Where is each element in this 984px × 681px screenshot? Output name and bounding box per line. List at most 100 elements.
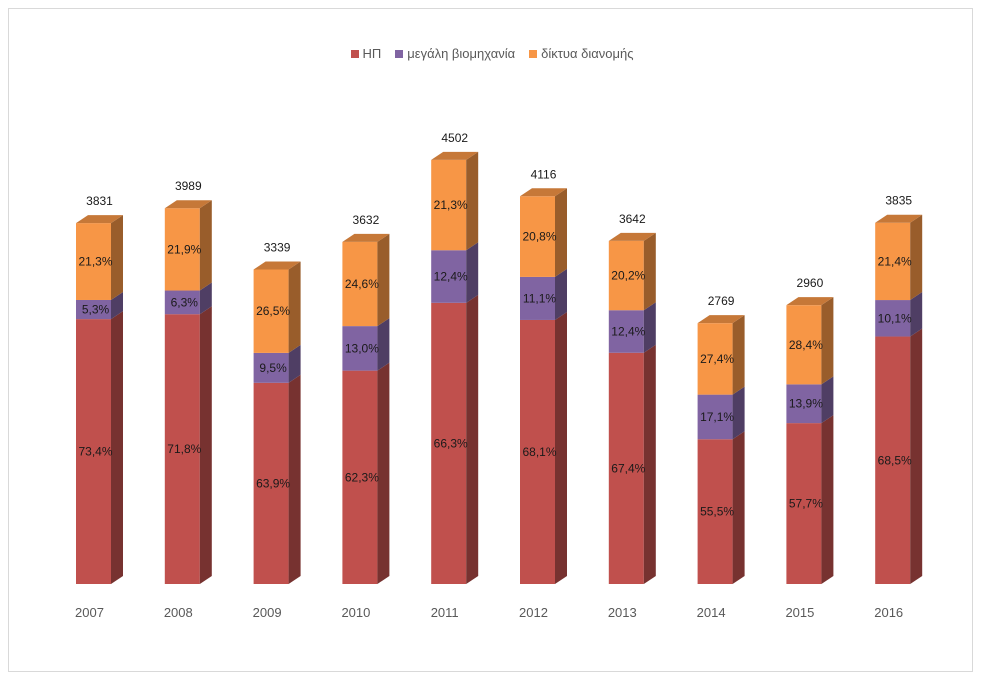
bar-2012-top [520,188,567,197]
data-label-2016-series-1: 10,1% [878,311,912,325]
data-label-2014-series-2: 27,4% [700,352,734,366]
data-label-2012-series-2: 20,8% [522,230,556,244]
bar-2007-series-1-front [76,299,111,320]
data-label-2014-series-1: 17,1% [700,410,734,424]
bar-2015-top [786,297,834,306]
legend-swatch-industry [395,49,404,58]
x-tick-label-2014: 2014 [697,605,726,620]
data-label-2012-series-1: 11,1% [523,291,556,305]
bar-2012-series-2-side [555,188,567,277]
bar-2014-series-0-side [732,431,745,584]
x-tick-label-2009: 2009 [253,605,282,620]
x-tick-label-2013: 2013 [608,605,637,620]
legend-item-industry: μεγάλη βιομηχανία [395,46,515,61]
bar-2008-series-1-side [199,282,212,315]
data-label-2009-series-0: 63,9% [256,476,290,490]
bar-2013-series-0-front [608,352,644,584]
bar-2011-series-1-side [466,242,479,303]
bar-2010-series-2-side [377,233,390,327]
bar-2009-series-0-side [288,374,301,584]
data-label-2010-series-1: 13,0% [345,341,379,355]
data-label-2013-series-1: 12,4% [611,324,645,338]
bar-2016-series-1-front [875,300,911,337]
bar-2007-series-1-side [111,291,123,320]
legend-label-distribution: δίκτυα διανομής [541,46,634,61]
bar-2013-series-0-side [643,344,656,584]
bar-2011-series-2-side [466,151,479,251]
legend-item-hp: ΗΠ [350,46,382,61]
x-tick-label-2012: 2012 [519,605,548,620]
data-label-2016-series-0: 68,5% [878,453,912,467]
total-label-2013: 3642 [619,212,646,226]
bar-2015-series-1-front [786,384,822,424]
x-tick-label-2015: 2015 [785,605,814,620]
bar-2011-series-0-side [466,294,479,584]
bar-2013-top [608,232,656,241]
bar-2013-series-2-front [608,240,644,311]
total-label-2008: 3989 [175,179,202,193]
bar-2007-series-2-side [111,215,123,300]
bar-2015-series-2-side [821,297,834,385]
data-label-2011-series-0: 66,3% [434,436,468,450]
data-label-2011-series-1: 12,4% [434,270,468,284]
bar-2015-series-0-side [821,415,834,584]
bar-2010-series-1-front [342,326,378,371]
legend-swatch-hp [350,49,359,58]
legend: ΗΠ μεγάλη βιομηχανία δίκτυα διανομής [0,46,984,61]
bar-2012-series-2-front [520,196,555,277]
bar-2014-series-1-front [697,394,733,440]
data-label-2010-series-0: 62,3% [345,470,379,484]
data-label-2014-series-0: 55,5% [700,505,734,519]
data-label-2007-series-0: 73,4% [78,445,112,459]
bar-2012-series-0-front [520,319,555,584]
total-label-2010: 3632 [353,213,380,227]
data-label-2013-series-0: 67,4% [611,461,645,475]
bar-2016-series-0-side [910,328,923,584]
bar-2009-series-1-front [253,352,289,383]
total-label-2007: 3831 [86,194,113,208]
data-label-2012-series-0: 68,1% [522,445,556,459]
bar-2008-series-1-front [164,290,200,315]
legend-label-hp: ΗΠ [362,46,382,61]
x-tick-label-2008: 2008 [164,605,193,620]
bar-2012-series-1-front [520,276,555,320]
bar-2011-top [431,151,479,160]
data-label-2008-series-0: 71,8% [167,442,201,456]
data-label-2016-series-2: 21,4% [878,254,912,268]
bar-2008-series-0-side [199,306,212,584]
bar-2009-series-1-side [288,344,301,383]
legend-swatch-distribution [529,49,538,58]
bar-2011-series-2-front [431,159,467,251]
data-label-2015-series-2: 28,4% [789,338,823,352]
bar-2016-series-2-front [875,222,911,301]
bar-2008-series-2-side [199,200,212,291]
data-label-2009-series-1: 9,5% [259,361,287,375]
bar-2016-series-0-front [875,336,911,584]
data-label-2010-series-2: 24,6% [345,277,379,291]
bar-2013-series-1-front [608,310,644,353]
bar-2014-series-1-side [732,386,745,440]
bar-2011-series-1-front [431,250,467,303]
total-label-2014: 2769 [708,294,735,308]
bar-2007-top [76,215,123,224]
bar-2011-series-0-front [431,302,467,584]
bar-2014-series-0-front [697,439,733,584]
bar-2016-top [875,214,923,223]
bar-2010-series-0-side [377,362,390,584]
bar-2010-series-0-front [342,370,378,584]
bar-2012-series-1-side [555,268,567,320]
bar-2010-top [342,233,390,242]
data-label-2011-series-2: 21,3% [434,198,468,212]
bar-2014-series-2-front [697,323,733,395]
total-label-2009: 3339 [264,240,291,254]
bar-2012-series-0-side [555,311,567,584]
bar-2007-series-0-front [76,319,111,584]
legend-item-distribution: δίκτυα διανομής [529,46,634,61]
bar-2009-series-0-front [253,382,289,584]
bar-2015-series-1-side [821,376,834,424]
total-label-2015: 2960 [797,276,824,290]
bar-2010-series-1-side [377,318,390,371]
total-label-2016: 3835 [885,194,912,208]
x-tick-label-2010: 2010 [341,605,370,620]
